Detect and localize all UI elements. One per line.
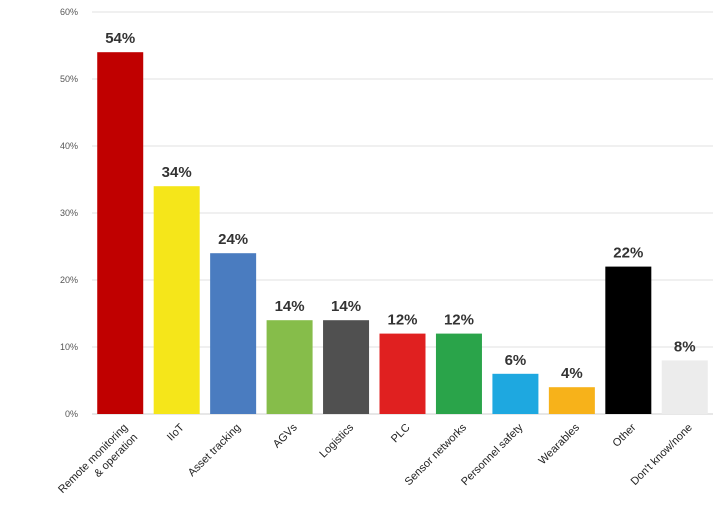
category-label-line: Personnel safety (459, 421, 526, 488)
data-label: 12% (387, 312, 417, 329)
category-label-line: Don't know/none (629, 422, 695, 488)
data-label: 22% (613, 245, 643, 262)
bar (661, 360, 708, 414)
y-tick-label: 50% (60, 74, 78, 84)
bar (266, 320, 313, 414)
bars (97, 52, 708, 414)
bar (97, 52, 144, 414)
y-tick-label: 60% (60, 7, 78, 17)
category-label: PLC (389, 422, 413, 446)
y-axis-ticks: 0% 10% 20% 30% 40% 50% 60% (60, 7, 78, 419)
category-label-line: PLC (389, 422, 413, 446)
y-tick-label: 40% (60, 141, 78, 151)
category-label-line: Other (610, 421, 638, 449)
bar (548, 387, 595, 414)
bar (379, 333, 426, 414)
data-label: 14% (275, 298, 305, 315)
category-label: Wearables (536, 421, 582, 467)
bar (492, 373, 539, 414)
y-tick-label: 0% (65, 409, 78, 419)
category-label: Other (610, 421, 638, 449)
data-label: 14% (331, 298, 361, 315)
bar (153, 186, 200, 414)
category-label-line: Logistics (317, 421, 356, 460)
bar (323, 320, 370, 414)
category-label: Remote monitoring& operation (56, 422, 140, 506)
y-tick-label: 20% (60, 275, 78, 285)
category-label-line: Wearables (536, 421, 582, 467)
category-label-line: AGVs (271, 421, 300, 450)
category-label: Logistics (317, 421, 356, 460)
data-label: 24% (218, 231, 248, 248)
data-label: 4% (561, 365, 583, 382)
category-label: Asset tracking (186, 422, 243, 479)
data-label: 34% (162, 164, 192, 181)
category-label: Don't know/none (629, 422, 695, 488)
data-label: 8% (674, 338, 696, 355)
data-labels: 54% 34% 24% 14% 14% 12% 12% 6% 4% 22% 8% (105, 30, 695, 382)
data-label: 54% (105, 30, 135, 47)
category-label: Personnel safety (459, 421, 526, 488)
data-label: 12% (444, 312, 474, 329)
data-label: 6% (505, 352, 527, 369)
category-label-line: Asset tracking (186, 422, 243, 479)
category-labels: Remote monitoring& operation IIoT Asset tr… (56, 421, 695, 506)
category-label: AGVs (271, 421, 300, 450)
bar (435, 333, 482, 414)
y-tick-label: 30% (60, 208, 78, 218)
bar (210, 253, 257, 414)
bar (605, 266, 652, 414)
category-label: IIoT (165, 421, 187, 443)
category-label-line: IIoT (165, 421, 187, 443)
y-tick-label: 10% (60, 342, 78, 352)
